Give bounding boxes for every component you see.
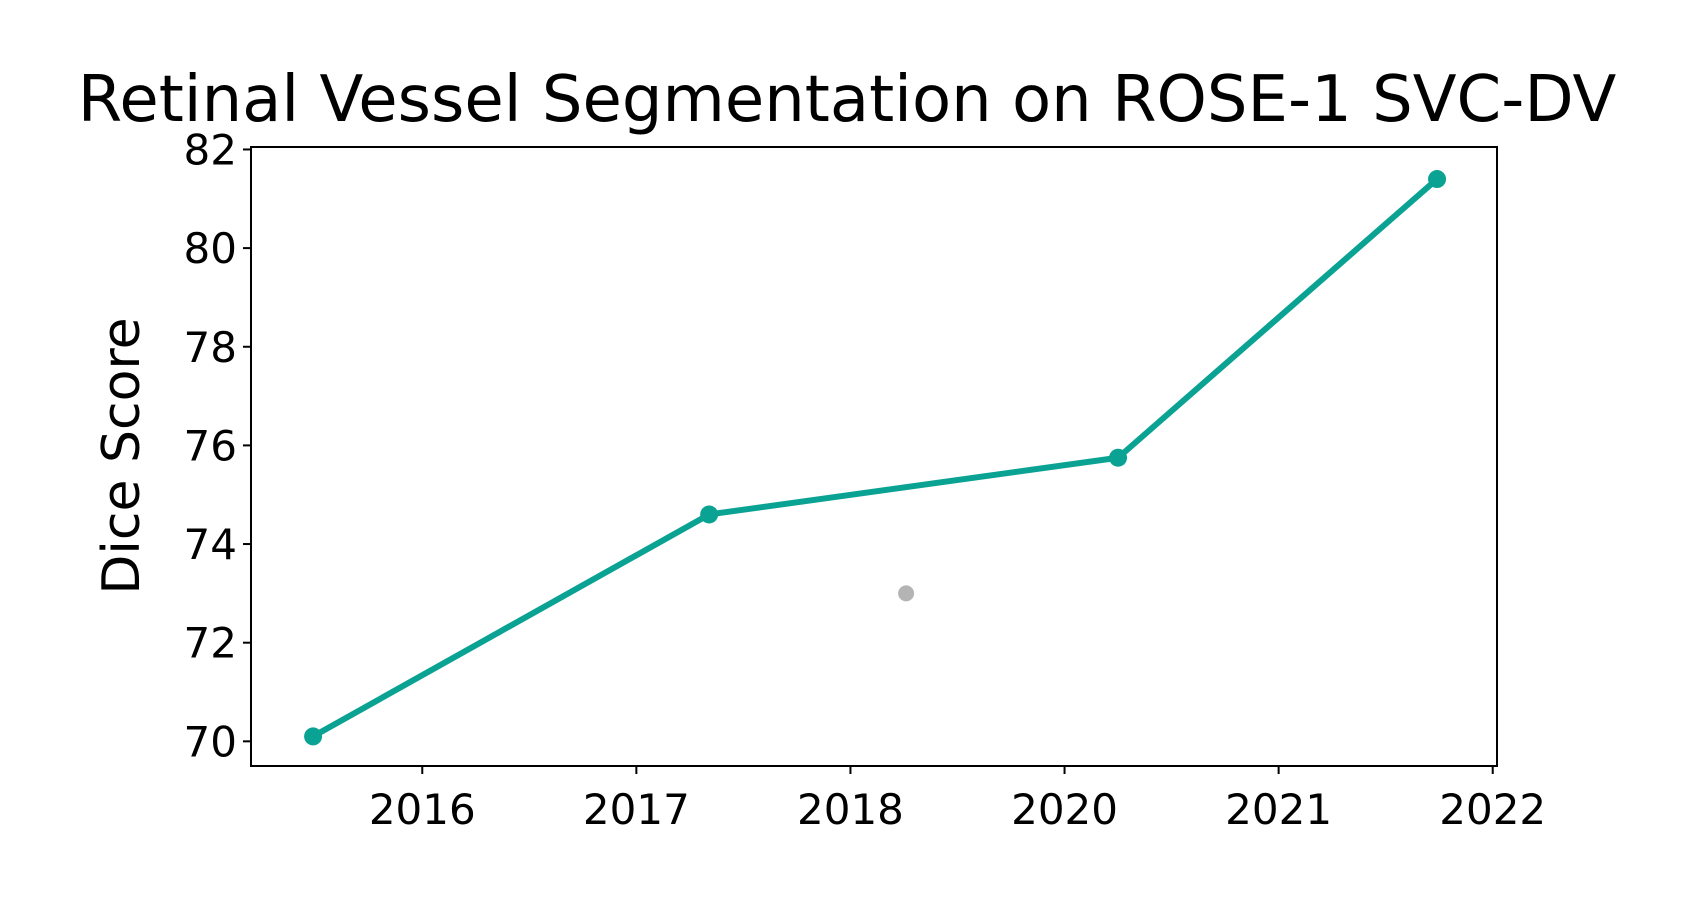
x-tick-label: 2022	[1439, 785, 1546, 834]
other-data-point	[898, 585, 915, 602]
x-tick-label: 2021	[1225, 785, 1332, 834]
chart-title: Retinal Vessel Segmentation on ROSE-1 SV…	[78, 63, 1617, 137]
axes: 70 72 74 76 78 80 82 2016 2017 2018 2020 2021 2022	[184, 125, 1547, 834]
data-point	[1109, 448, 1128, 467]
data-point	[700, 505, 719, 524]
y-tick-label: 70	[184, 717, 237, 766]
x-tick-label: 2018	[797, 785, 904, 834]
x-tick-label: 2020	[1011, 785, 1118, 834]
y-tick-label: 72	[184, 619, 237, 668]
y-tick-label: 82	[184, 125, 237, 174]
series-line	[310, 176, 1441, 740]
y-tick-label: 78	[184, 323, 237, 372]
data-point	[1428, 170, 1447, 189]
y-tick-label: 74	[184, 520, 237, 569]
data-point	[304, 727, 323, 746]
plot-area	[304, 170, 1447, 746]
x-tick-label: 2016	[369, 785, 476, 834]
y-tick-label: 76	[184, 421, 237, 470]
y-axis-label: Dice Score	[92, 317, 152, 594]
y-tick-label: 80	[184, 224, 237, 273]
x-tick-label: 2017	[583, 785, 690, 834]
plot-frame	[250, 146, 1498, 767]
